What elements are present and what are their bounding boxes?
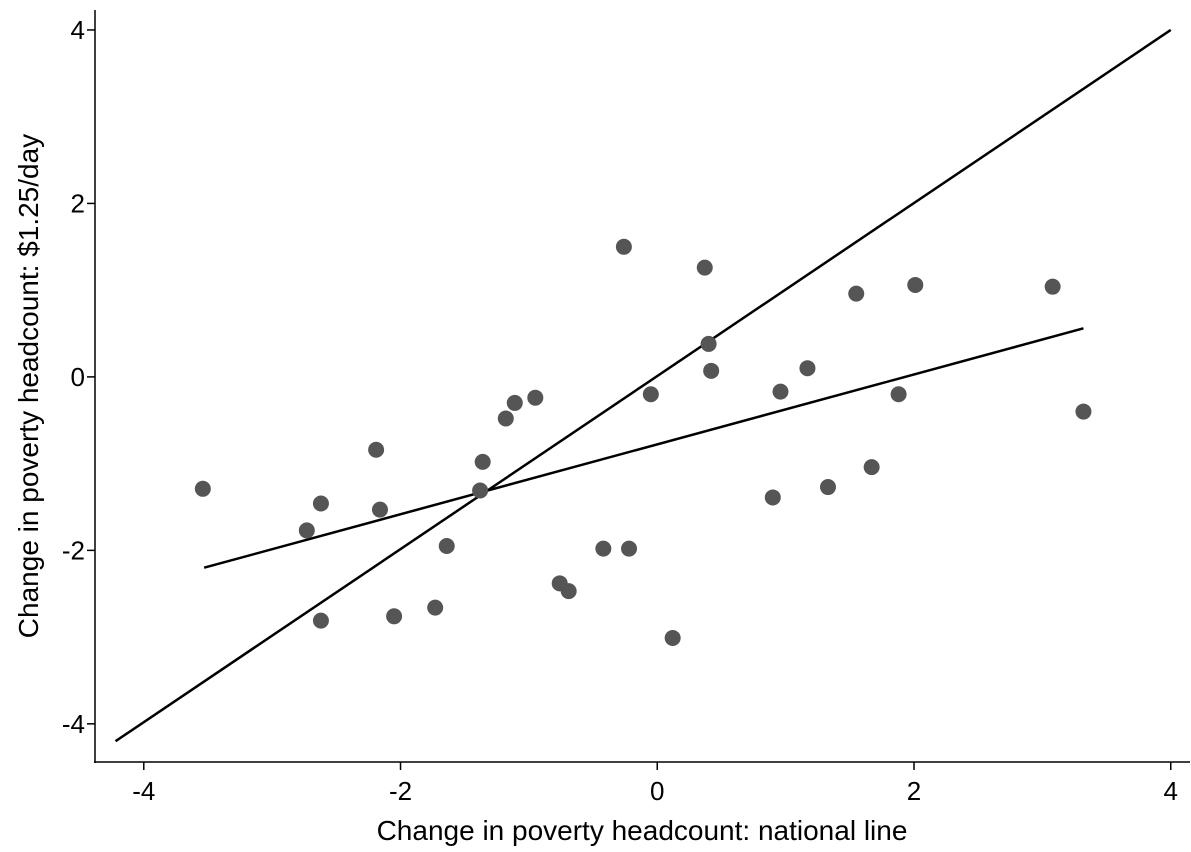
- y-tick-label: -4: [62, 709, 85, 739]
- scatter-point: [764, 489, 781, 506]
- x-tick-label: 2: [907, 776, 921, 806]
- y-tick-label: 4: [71, 15, 85, 45]
- scatter-point: [848, 285, 865, 302]
- scatter-point: [497, 410, 514, 427]
- scatter-point: [560, 583, 577, 600]
- y-tick-label: -2: [62, 535, 85, 565]
- scatter-point: [772, 383, 789, 400]
- scatter-point: [907, 276, 924, 293]
- scatter-point: [506, 394, 523, 411]
- scatter-point: [194, 480, 211, 497]
- y-tick-label: 0: [71, 362, 85, 392]
- scatter-point: [664, 629, 681, 646]
- scatter-point: [312, 612, 329, 629]
- scatter-point: [438, 538, 455, 555]
- y-axis-title: Change in poverty headcount: $1.25/day: [13, 134, 44, 638]
- scatter-point: [595, 540, 612, 557]
- scatter-point: [863, 459, 880, 476]
- y-tick-label: 2: [71, 188, 85, 218]
- scatter-point: [368, 441, 385, 458]
- x-tick-label: -2: [389, 776, 412, 806]
- reference-line: [203, 327, 1084, 569]
- scatter-point: [1044, 278, 1061, 295]
- scatter-point: [386, 608, 403, 625]
- scatter-point: [427, 599, 444, 616]
- x-axis-title: Change in poverty headcount: national li…: [377, 815, 908, 846]
- scatter-point: [819, 479, 836, 496]
- x-tick-label: 0: [650, 776, 664, 806]
- scatter-point: [474, 453, 491, 470]
- scatter-point: [298, 522, 315, 539]
- scatter-point: [799, 360, 816, 377]
- scatter-point: [371, 501, 388, 518]
- scatter-point: [1075, 403, 1092, 420]
- scatter-point: [696, 259, 713, 276]
- scatter-point: [703, 362, 720, 379]
- scatter-point: [642, 386, 659, 403]
- scatter-point: [472, 482, 489, 499]
- scatter-point: [890, 386, 907, 403]
- reference-line: [114, 28, 1172, 743]
- scatter-point: [527, 389, 544, 406]
- scatter-point: [312, 495, 329, 512]
- x-tick-label: -4: [132, 776, 155, 806]
- x-tick-label: 4: [1164, 776, 1178, 806]
- scatter-point: [621, 540, 638, 557]
- scatter-point: [700, 335, 717, 352]
- scatter-point: [615, 238, 632, 255]
